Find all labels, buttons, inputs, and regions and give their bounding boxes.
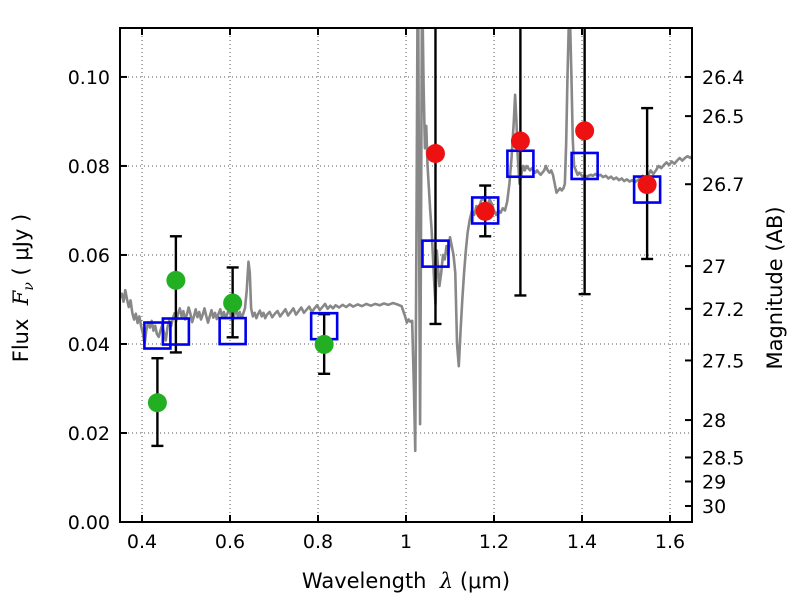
error-bar — [578, 28, 591, 296]
error-bar — [429, 28, 442, 326]
y-right-tick-label: 28.5 — [702, 447, 744, 469]
svg-text:Flux Fν ( μJy ): Flux Fν ( μJy ) — [9, 214, 37, 363]
svg-text:Magnitude (AB): Magnitude (AB) — [763, 206, 787, 369]
photometry-point — [575, 121, 595, 141]
y-right-tick-label: 27.2 — [702, 299, 744, 321]
spectrum-curve — [120, 28, 692, 453]
y-axis-left-label: Flux Fν ( μJy ) — [9, 214, 37, 363]
x-tick-label: 0.8 — [303, 531, 333, 553]
y-right-tick-label: 26.4 — [702, 67, 744, 89]
x-tick-label: 0.4 — [127, 531, 157, 553]
x-axis-ticks: 0.4 0.6 0.8 1 1.2 1.4 1.6 — [127, 28, 685, 553]
photometry-point — [475, 201, 495, 221]
y-right-tick-label: 27 — [702, 256, 726, 278]
y-tick-label: 0.02 — [68, 423, 110, 445]
y-tick-label: 0.08 — [68, 156, 110, 178]
photometry-point — [314, 334, 334, 354]
y-right-tick-label: 26.5 — [702, 106, 744, 128]
x-tick-label: 1.6 — [655, 531, 685, 553]
y-right-tick-label: 30 — [702, 496, 726, 518]
x-tick-label: 1.2 — [479, 531, 509, 553]
model-spectrum-gray — [120, 28, 692, 453]
x-tick-label: 1.4 — [567, 531, 597, 553]
y-right-tick-label: 26.7 — [702, 174, 744, 196]
y-tick-label: 0.04 — [68, 334, 110, 356]
model-square-marker — [143, 321, 172, 350]
y-tick-label: 0.06 — [68, 245, 110, 267]
model-square-marker — [506, 149, 535, 179]
y-axis-right-label: Magnitude (AB) — [763, 206, 787, 369]
y-right-tick-label: 28 — [702, 410, 726, 432]
model-square-marker — [470, 196, 500, 225]
x-tick-label: 1 — [400, 531, 412, 553]
photometry-point — [510, 131, 530, 151]
y-tick-label: 0.10 — [68, 67, 110, 89]
photometry-point — [425, 144, 445, 164]
x-tick-label: 0.6 — [215, 531, 245, 553]
error-bar — [169, 235, 182, 354]
model-square-marker — [218, 316, 247, 346]
photometry-point — [147, 393, 167, 413]
model-square-marker — [421, 239, 450, 268]
model-square-marker — [570, 151, 599, 181]
y-axis-left-ticks: 0.00 0.02 0.04 0.06 0.08 0.10 — [68, 67, 127, 534]
model-square-marker — [161, 317, 191, 346]
x-axis-label: Wavelength λ (μm) — [302, 569, 510, 593]
y-tick-label: 0.00 — [68, 512, 110, 534]
y-right-tick-label: 27.5 — [702, 350, 744, 372]
photometry-point — [166, 270, 186, 290]
svg-text:Wavelength λ (μm): Wavelength λ (μm) — [302, 569, 510, 593]
photometry-point — [223, 293, 243, 313]
y-right-tick-label: 29 — [702, 472, 726, 494]
observed-photometry-points — [147, 121, 657, 413]
photometry-point — [637, 175, 657, 195]
